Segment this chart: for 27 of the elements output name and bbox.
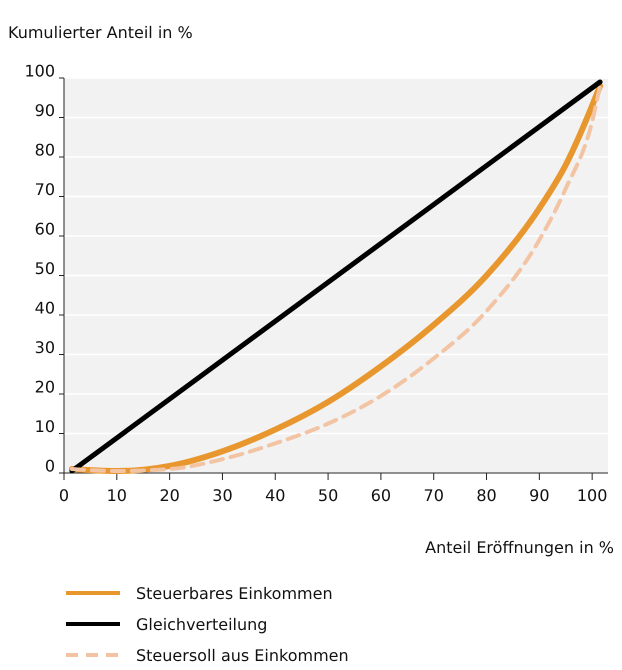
y-tick-label: 50 xyxy=(34,258,55,278)
y-tick-label: 30 xyxy=(34,338,55,357)
x-tick-label: 30 xyxy=(212,486,233,505)
y-tick-label: 40 xyxy=(34,298,55,318)
y-tick-label: 100 xyxy=(24,61,55,80)
y-tick-label: 80 xyxy=(34,140,55,160)
y-tick-label: 0 xyxy=(44,456,55,476)
x-tick-label: 60 xyxy=(370,486,392,505)
x-tick-label: 40 xyxy=(265,486,286,505)
y-tick-label: 10 xyxy=(34,416,55,436)
legend-label: Gleichverteilung xyxy=(136,615,268,634)
x-tick-label: 90 xyxy=(529,486,550,505)
y-tick-label: 90 xyxy=(34,100,55,120)
x-tick-label: 100 xyxy=(576,486,608,505)
y-tick-label: 60 xyxy=(34,219,55,238)
x-tick-label: 80 xyxy=(476,486,497,505)
x-tick-label: 20 xyxy=(159,486,180,505)
legend-label: Steuersoll aus Einkommen xyxy=(136,646,349,665)
y-axis-title: Kumulierter Anteil in % xyxy=(8,23,193,42)
x-tick-label: 0 xyxy=(58,486,70,505)
x-tick-label: 70 xyxy=(424,486,444,505)
x-tick-label: 10 xyxy=(106,486,127,505)
y-tick-label: 20 xyxy=(34,377,55,396)
y-tick-label: 70 xyxy=(34,180,55,199)
x-tick-label: 50 xyxy=(318,486,338,505)
x-axis-title: Anteil Eröffnungen in % xyxy=(425,538,614,557)
legend-label: Steuerbares Einkommen xyxy=(136,584,333,603)
